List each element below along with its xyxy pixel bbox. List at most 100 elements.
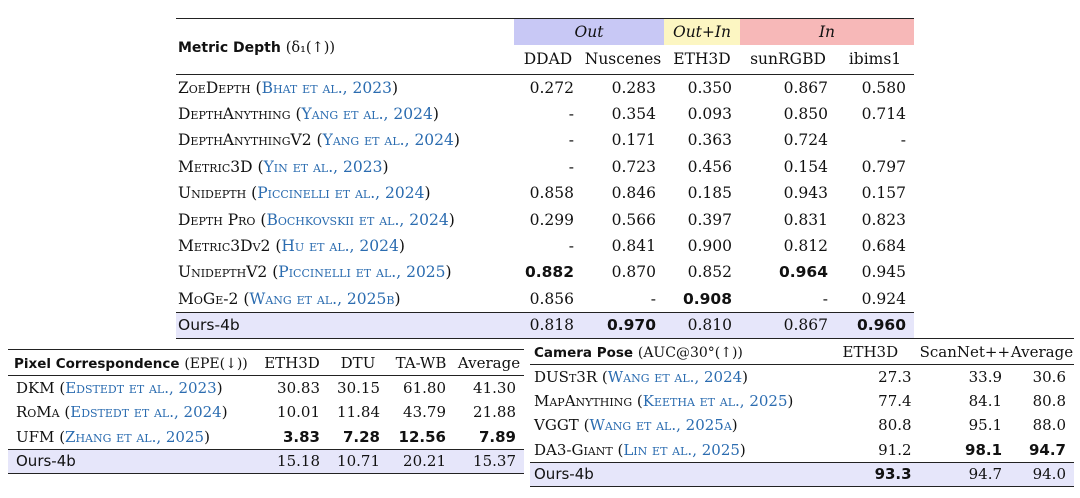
- value-cell: 80.8: [878, 416, 912, 435]
- value-cell: -: [568, 237, 574, 256]
- table-row: DKM (Edstedt et al., 2023) 30.83 30.15 61.8…: [8, 376, 524, 401]
- citation-close: ): [398, 237, 405, 256]
- citation-close: ): [221, 403, 228, 422]
- value-cell: 0.797: [861, 157, 906, 176]
- value-cell: 0.456: [687, 157, 732, 176]
- value-cell: 7.28: [342, 427, 380, 446]
- camera-title: Camera Pose: [534, 344, 634, 361]
- value-cell: 0.397: [687, 210, 732, 229]
- table-row: Metric3Dv2 (Hu et al., 2024) - 0.841 0.900 0…: [176, 233, 914, 259]
- value-cell: 33.9: [968, 367, 1003, 386]
- citation: Yang et al., 2024: [301, 105, 433, 124]
- group-out-header: Out: [514, 18, 664, 45]
- value-cell: 0.299: [529, 210, 574, 229]
- citation-close: ): [216, 379, 223, 398]
- value-cell: 61.80: [403, 379, 446, 398]
- value-cell: 3.83: [282, 427, 320, 446]
- method-cell: UFM (Zhang et al., 2025): [8, 425, 256, 450]
- value-cell: 0.171: [611, 131, 656, 150]
- citation: Edstedt et al., 2024: [70, 403, 222, 422]
- table-row: DepthAnythingV2 (Yang et al., 2024) - 0.17…: [176, 127, 914, 153]
- table-row: RoMa (Edstedt et al., 2024) 10.01 11.84 43.…: [8, 400, 524, 425]
- value-cell: 0.812: [783, 237, 828, 256]
- column-header: Average: [1010, 342, 1074, 361]
- value-cell: 0.858: [529, 184, 574, 203]
- citation-open: (: [54, 379, 66, 398]
- citation-open: (: [267, 263, 279, 282]
- table-row: VGGT (Wang et al., 2025a) 80.8 95.1 88.0: [530, 413, 1074, 437]
- citation: Yin et al., 2023: [263, 157, 383, 176]
- table-row: DUSt3R (Wang et al., 2024) 27.3 33.9 30.6: [530, 365, 1074, 389]
- value-cell: 0.908: [682, 289, 732, 308]
- value-cell: 10.01: [277, 403, 320, 422]
- value-cell: 91.2: [878, 440, 912, 459]
- method-cell: Metric3Dv2 (Hu et al., 2024): [176, 233, 514, 259]
- citation: Wang et al., 2025b: [249, 289, 395, 308]
- value-cell: 0.566: [611, 210, 656, 229]
- citation: Keetha et al., 2025: [642, 392, 788, 411]
- citation: Yang et al., 2024: [322, 131, 454, 150]
- value-cell: 11.84: [337, 403, 380, 422]
- method-name: ZoeDepth: [178, 78, 251, 97]
- value-cell: 0.724: [783, 131, 828, 150]
- value-cell: 0.283: [611, 78, 656, 97]
- value-cell: -: [568, 105, 574, 124]
- value-cell: 0.846: [611, 184, 656, 203]
- column-header: ETH3D: [264, 353, 320, 372]
- method-cell: UnidepthV2 (Piccinelli et al., 2025): [176, 259, 514, 285]
- value-cell: 88.0: [1032, 416, 1066, 435]
- value-cell: 0.154: [783, 157, 828, 176]
- value-cell: 93.3: [821, 462, 920, 487]
- table-row: Unidepth (Piccinelli et al., 2024) 0.858 0…: [176, 180, 914, 206]
- table-row: Metric3D (Yin et al., 2023) - 0.723 0.456 0.…: [176, 154, 914, 180]
- citation-close: ): [787, 392, 794, 411]
- camera-metric: (AUC@30°(↑)): [637, 344, 743, 361]
- citation-close: ): [739, 440, 746, 459]
- table-row: UnidepthV2 (Piccinelli et al., 2025) 0.88…: [176, 259, 914, 285]
- value-cell: 15.18: [256, 449, 328, 474]
- method-name: UnidepthV2: [178, 263, 268, 282]
- column-header: Average: [457, 353, 521, 372]
- metric-depth-metric: (δ₁(↑)): [285, 39, 336, 56]
- value-cell: 0.867: [783, 78, 828, 97]
- table-row: Depth Pro (Bochkovskii et al., 2024) 0.29…: [176, 206, 914, 232]
- value-cell: 43.79: [403, 403, 446, 422]
- citation-open: (: [238, 289, 250, 308]
- column-header: Nuscenes: [584, 50, 662, 69]
- value-cell: 98.1: [965, 440, 1003, 459]
- value-cell: 0.945: [861, 263, 906, 282]
- citation-close: ): [424, 184, 431, 203]
- value-cell: -: [822, 289, 828, 308]
- citation-close: ): [432, 105, 439, 124]
- citation-open: (: [54, 427, 66, 446]
- citation-open: (: [597, 367, 608, 386]
- method-name: DKM: [16, 379, 55, 398]
- value-cell: 0.354: [611, 105, 656, 124]
- citation-open: (: [612, 440, 624, 459]
- method-name: DA3-Giant: [534, 440, 613, 459]
- metric-depth-table: Metric Depth (δ₁(↑)) Out Out+In In DDAD …: [176, 18, 914, 339]
- citation: Hu et al., 2024: [281, 237, 399, 256]
- value-cell: 0.350: [687, 78, 732, 97]
- value-cell: 0.964: [778, 263, 828, 282]
- method-cell: VGGT (Wang et al., 2025a): [530, 413, 821, 437]
- citation-close: ): [731, 416, 738, 435]
- table-row: MoGe-2 (Wang et al., 2025b) 0.856 - 0.908 - 0…: [176, 286, 914, 313]
- ours-label-cell: Ours-4b: [8, 449, 256, 474]
- value-cell: 12.56: [398, 427, 446, 446]
- value-cell: 0.870: [611, 263, 656, 282]
- method-name: VGGT: [534, 416, 579, 435]
- column-header: DTU: [340, 353, 376, 372]
- citation-close: ): [742, 367, 749, 386]
- value-cell: 0.856: [529, 289, 574, 308]
- citation-open: (: [290, 105, 302, 124]
- citation-open: (: [59, 403, 71, 422]
- column-header: sunRGBD: [750, 50, 826, 69]
- value-cell: 84.1: [968, 392, 1003, 411]
- value-cell: 0.157: [861, 184, 906, 203]
- pixel-title-cell: Pixel Correspondence (EPE(↓)): [8, 350, 256, 376]
- method-cell: DepthAnything (Yang et al., 2024): [176, 101, 514, 127]
- value-cell: 0.900: [687, 237, 732, 256]
- value-cell: 0.882: [524, 263, 574, 282]
- ours-label-cell: Ours-4b: [530, 462, 822, 487]
